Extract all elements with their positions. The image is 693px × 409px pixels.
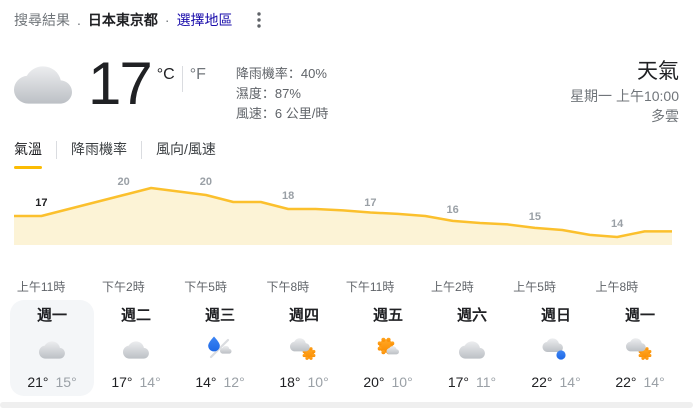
daily-forecast-row: 週一 21° 15° 週二 17° 14° 週三 14° 12° 週四 18° 10° 週五 20° 10°… [10, 300, 682, 396]
chart-time-label: 上午5時 [513, 280, 556, 294]
forecast-temps: 18° 10° [279, 374, 328, 390]
forecast-day[interactable]: 週日 22° 14° [514, 300, 598, 396]
breadcrumb: 搜尋結果 . 日本東京都 · 選擇地區 [14, 10, 265, 30]
chart-time-label: 下午2時 [102, 280, 145, 294]
forecast-temps: 20° 10° [363, 374, 412, 390]
forecast-day-name: 週六 [456, 307, 487, 324]
forecast-day-name: 週五 [372, 307, 403, 324]
high-temp: 17° [111, 374, 133, 390]
high-temp: 18° [279, 374, 301, 390]
chart-temp-label: 15 [528, 211, 542, 223]
stat-wind: 風速：6 公里/時 [235, 106, 329, 121]
chart-time-label: 上午11時 [16, 280, 66, 294]
low-temp: 14° [559, 374, 581, 390]
forecast-day-name: 週一 [624, 307, 655, 324]
forecast-day[interactable]: 週一 22° 14° [598, 300, 682, 396]
cloudy-icon [121, 334, 151, 366]
low-temp: 10° [391, 374, 413, 390]
current-temp: 17 [88, 50, 153, 117]
forecast-temps: 22° 14° [531, 374, 580, 390]
horizontal-scrollbar[interactable] [0, 402, 693, 408]
chart-temp-label: 20 [117, 176, 130, 188]
search-results-label: 搜尋結果 [14, 12, 70, 28]
choose-region-link[interactable]: 選擇地區 [176, 12, 233, 28]
partly-sunny-icon [625, 334, 655, 366]
weather-condition: 多雲 [651, 108, 679, 124]
forecast-day-name: 週日 [540, 307, 571, 324]
tab-wind[interactable]: 風向/風速 [156, 141, 216, 157]
forecast-day[interactable]: 週四 18° 10° [262, 300, 346, 396]
weather-summary: 天氣 星期一 上午10:00 多雲 [570, 58, 679, 126]
high-temp: 21° [27, 374, 49, 390]
forecast-day[interactable]: 週二 17° 14° [94, 300, 178, 396]
high-temp: 22° [615, 374, 637, 390]
chart-time-axis: 上午11時 下午2時 下午5時 下午8時 下午11時 上午2時 上午5時 上午8時 [0, 278, 658, 295]
rain-snow-mix-icon [205, 334, 235, 366]
current-stats: 降雨機率：40% 濕度：87% 風速：6 公里/時 [236, 64, 328, 124]
celsius-toggle[interactable]: °C [156, 66, 175, 83]
forecast-day[interactable]: 週三 14° 12° [178, 300, 262, 396]
forecast-temps: 21° 15° [27, 374, 76, 390]
mostly-sunny-icon [373, 334, 403, 366]
forecast-day[interactable]: 週一 21° 15° [10, 300, 94, 396]
chart-time-label: 上午2時 [431, 280, 474, 294]
unit-divider [181, 66, 183, 92]
weather-datetime: 星期一 上午10:00 [570, 88, 679, 104]
forecast-temps: 22° 14° [615, 374, 664, 390]
kebab-menu-icon[interactable] [253, 10, 265, 30]
forecast-temps: 14° 12° [195, 374, 244, 390]
forecast-day[interactable]: 週六 17° 11° [430, 300, 514, 396]
location-label: 日本東京都 [87, 12, 158, 28]
cloudy-icon [37, 334, 67, 366]
low-temp: 11° [476, 374, 497, 390]
tab-precipitation[interactable]: 降雨機率 [71, 141, 127, 157]
cloudy-icon [457, 334, 487, 366]
forecast-day[interactable]: 週五 20° 10° [346, 300, 430, 396]
breadcrumb-separator: . [77, 12, 81, 28]
forecast-day-name: 週一 [36, 307, 67, 324]
chart-temp-label: 18 [282, 190, 295, 202]
chart-temp-label: 14 [611, 218, 624, 230]
breadcrumb-middot: · [164, 12, 170, 28]
temperature-chart: 上午11時 下午2時 下午5時 下午8時 下午11時 上午2時 上午5時 上午8時 17 20 2… [0, 176, 693, 298]
chart-temp-label: 20 [199, 176, 213, 188]
tab-bar: 氣溫 降雨機率 風向/風速 [14, 139, 216, 169]
high-temp: 20° [363, 374, 385, 390]
chart-time-label: 上午8時 [595, 280, 639, 294]
high-temp: 14° [195, 374, 217, 390]
forecast-day-name: 週三 [204, 307, 235, 324]
low-temp: 14° [643, 374, 665, 390]
chart-temp-label: 17 [364, 197, 377, 209]
current-conditions: 17 °C °F 降雨機率：40% 濕度：87% 風速：6 公里/時 [14, 50, 328, 124]
chart-time-label: 下午11時 [345, 280, 395, 294]
weather-title: 天氣 [637, 60, 679, 83]
rain-icon [541, 334, 571, 366]
chart-time-label: 下午8時 [266, 280, 310, 294]
cloudy-icon [14, 64, 72, 111]
tab-divider [56, 141, 57, 159]
low-temp: 10° [307, 374, 329, 390]
low-temp: 15° [55, 374, 77, 390]
forecast-temps: 17° 11° [448, 374, 496, 390]
forecast-day-name: 週二 [120, 307, 151, 324]
tab-temperature[interactable]: 氣溫 [14, 139, 42, 169]
stat-humidity: 濕度：87% [235, 86, 301, 101]
low-temp: 14° [139, 374, 161, 390]
temperature-line-chart [14, 186, 672, 245]
partly-sunny-icon [289, 334, 319, 366]
chart-time-label: 下午5時 [184, 280, 227, 294]
forecast-temps: 17° 14° [111, 374, 160, 390]
stat-precip: 降雨機率：40% [235, 66, 327, 81]
chart-temp-label: 17 [35, 197, 48, 209]
tab-divider [141, 141, 142, 159]
high-temp: 17° [447, 374, 470, 390]
high-temp: 22° [531, 374, 553, 390]
fahrenheit-toggle[interactable]: °F [189, 66, 206, 83]
chart-temp-label: 16 [446, 204, 459, 216]
forecast-day-name: 週四 [288, 307, 319, 324]
low-temp: 12° [223, 374, 245, 390]
